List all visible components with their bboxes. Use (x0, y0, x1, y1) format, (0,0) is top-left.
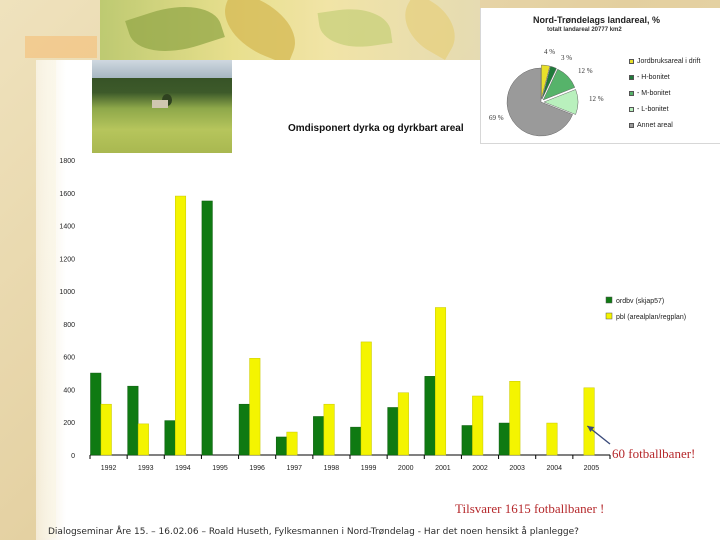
pie-slice (541, 65, 557, 100)
pie-slice (543, 89, 579, 115)
bar-pbl (435, 307, 447, 456)
pie-label-annet: 69 % (489, 114, 504, 122)
legend-swatch (605, 312, 613, 320)
bar-ordbv (164, 420, 176, 456)
bar-ordbv (313, 416, 325, 456)
bar-chart: 0 200 400 600 800 1000 1200 1400 1600 1800 1992 199… (59, 158, 686, 472)
bar-ordbv (275, 436, 287, 456)
bar-pbl (583, 387, 595, 456)
annotation-arrowhead (587, 426, 595, 432)
pie-legend-item: - H-bonitet (629, 74, 670, 81)
legend-label: Jordbruksareal i drift (637, 58, 701, 65)
farmland-photo (92, 60, 232, 153)
bar-pbl (323, 403, 335, 456)
pie-slice (541, 64, 551, 100)
x-tick-label: 1993 (138, 465, 154, 472)
y-tick-label: 200 (63, 420, 75, 427)
leaf-decoration (317, 3, 393, 53)
bar-ordbv (238, 403, 250, 456)
pie-chart-title: Nord-Trøndelags landareal, % (533, 15, 661, 25)
y-tick-label: 0 (71, 453, 75, 460)
pie-slice (542, 68, 576, 101)
bar-pbl (100, 403, 112, 456)
bar-pbl (546, 422, 558, 456)
pie-slice (506, 67, 573, 137)
bar-pbl (286, 431, 298, 456)
bar-pbl (249, 358, 261, 456)
pie-label-jordbruk: 4 % (544, 48, 556, 56)
slide-footer: Dialogseminar Åre 15. – 16.02.06 – Roald… (48, 527, 579, 537)
x-tick-label: 1998 (324, 465, 340, 472)
x-tick-label: 2002 (472, 465, 488, 472)
legend-label: ordbv (skjap57) (616, 298, 664, 305)
pie-label-l-bonitet: 12 % (589, 95, 604, 103)
bar-ordbv (90, 372, 102, 456)
bar-pbl (509, 381, 521, 456)
bar-ordbv (387, 407, 399, 456)
y-tick-label: 1600 (59, 191, 75, 198)
legend-swatch (629, 122, 634, 128)
leaf-decoration (393, 0, 467, 61)
y-tick-label: 800 (63, 322, 75, 329)
legend-label: Annet areal (637, 122, 673, 129)
bar-pbl (472, 395, 484, 456)
left-strip (36, 60, 56, 538)
leaf-banner (100, 0, 480, 66)
leaf-decoration (213, 0, 307, 66)
legend-swatch (605, 296, 613, 304)
bar-pbl (397, 392, 409, 456)
annotation-text: 60 fotballbaner! (612, 446, 696, 461)
legend-label: - M-bonitet (637, 90, 671, 97)
bar-ordbv (498, 422, 510, 456)
x-tick-label: 1999 (361, 465, 377, 472)
bar-ordbv (461, 425, 473, 456)
photo-barn (152, 100, 168, 108)
pie-legend-item: - M-bonitet (629, 90, 670, 97)
legend-swatch (629, 106, 634, 112)
legend-label: - H-bonitet (637, 74, 670, 81)
x-tick-label: 2001 (435, 465, 451, 472)
legend-swatch (629, 58, 634, 64)
x-tick-label: 2003 (509, 465, 525, 472)
legend-label: pbl (arealplan/regplan) (616, 314, 686, 321)
equivalence-note: Tilsvarer 1615 fotballbaner ! (455, 501, 605, 516)
bar-pbl (360, 341, 372, 456)
pie-chart-subtitle: totalt landareal 20777 km2 (547, 27, 622, 33)
bar-ordbv (127, 385, 139, 456)
y-tick-label: 1400 (59, 224, 75, 231)
y-tick-label: 1800 (59, 158, 75, 165)
x-tick-label: 1997 (286, 465, 302, 472)
pie-label-m-bonitet: 12 % (578, 67, 593, 75)
x-tick-label: 2005 (584, 465, 600, 472)
y-tick-label: 600 (63, 355, 75, 362)
photo-sky (92, 60, 232, 78)
bar-ordbv (201, 200, 213, 456)
y-tick-label: 400 (63, 387, 75, 394)
pie-legend-item: Annet areal (629, 122, 673, 129)
x-tick-label: 2004 (546, 465, 562, 472)
legend-swatch (629, 74, 634, 80)
pie-label-h-bonitet: 3 % (561, 54, 573, 62)
leaf-decoration (125, 0, 225, 65)
bar-pbl (137, 423, 149, 456)
pie-chart-panel: Nord-Trøndelags landareal, % totalt land… (480, 8, 720, 144)
x-tick-label: 1996 (249, 465, 265, 472)
pie-chart (506, 64, 579, 137)
y-tick-label: 1000 (59, 289, 75, 296)
x-tick-label: 1995 (212, 465, 228, 472)
bar-ordbv (424, 376, 436, 456)
y-tick-label: 1200 (59, 256, 75, 263)
bar-ordbv (350, 426, 362, 456)
pie-legend-item: Jordbruksareal i drift (629, 58, 700, 65)
chart-title: Omdisponert dyrka og dyrkbart areal (288, 123, 464, 134)
pie-legend-item: - L-bonitet (629, 106, 669, 113)
legend-swatch (629, 90, 634, 96)
x-tick-label: 2000 (398, 465, 414, 472)
accent-bar (25, 36, 97, 58)
x-tick-label: 1994 (175, 465, 191, 472)
x-tick-label: 1992 (101, 465, 117, 472)
bar-pbl (175, 195, 187, 456)
legend-label: - L-bonitet (637, 106, 669, 113)
